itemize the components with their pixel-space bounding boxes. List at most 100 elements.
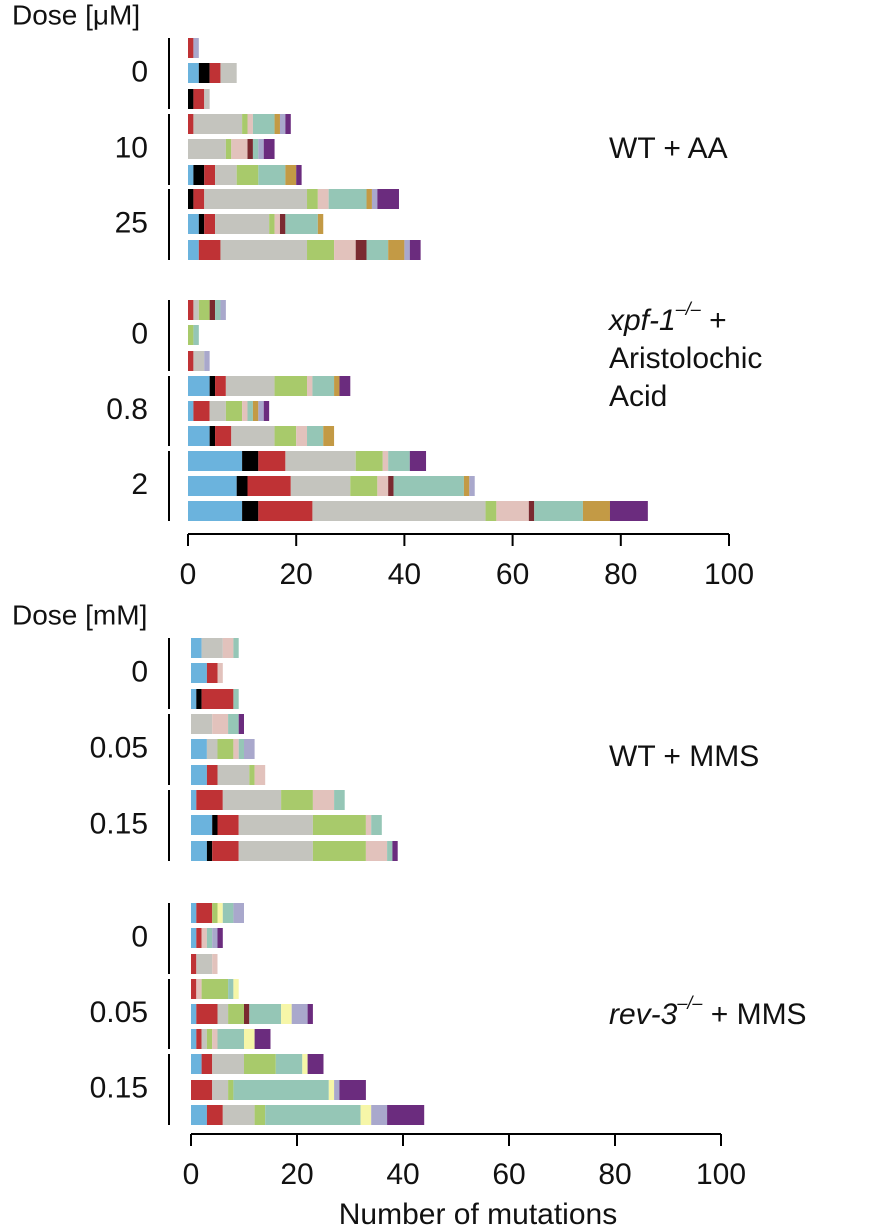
bar-segment <box>191 790 197 810</box>
bar-segment <box>252 139 259 159</box>
bar-segment <box>317 189 329 209</box>
bar-segment <box>242 451 259 471</box>
bar-segment <box>225 401 243 421</box>
bar-segment <box>377 476 389 496</box>
bar-segment <box>350 476 378 496</box>
bar-segment <box>191 1029 197 1049</box>
bar-segment <box>217 663 223 683</box>
bar-segment <box>233 903 244 923</box>
bar-segment <box>485 501 497 521</box>
x-tick-label: 60 <box>492 1158 525 1191</box>
bar-segment <box>217 1029 244 1049</box>
bar-segment <box>222 1105 255 1125</box>
bar-segment <box>244 1029 255 1049</box>
bar-segment <box>206 663 218 683</box>
bar-segment <box>188 114 194 134</box>
bar-segment <box>220 63 237 83</box>
bar-segment <box>388 240 405 260</box>
bar-segment <box>212 928 218 948</box>
bar-segment <box>252 114 275 134</box>
bar-segment <box>312 501 486 521</box>
bar-segment <box>212 841 239 861</box>
bar-segment <box>317 214 324 234</box>
bar-segment <box>274 214 280 234</box>
bar-segment <box>188 38 194 58</box>
bar-segment <box>247 401 253 421</box>
bar-segment <box>228 714 239 734</box>
dose-value-label: 0.15 <box>90 1071 148 1104</box>
bar-segment <box>409 240 421 260</box>
bar-segment <box>463 476 470 496</box>
bar-segment <box>365 841 388 861</box>
panel-label: rev-3–/– + MMS <box>609 993 807 1031</box>
panel-label: WT + MMS <box>609 740 759 773</box>
bar-segment <box>188 325 194 345</box>
bar-segment <box>249 1004 282 1024</box>
bar-segment <box>290 476 351 496</box>
bar-segment <box>409 451 427 471</box>
x-tick-label: 80 <box>604 558 637 591</box>
bar-segment <box>217 1004 229 1024</box>
bar-segment <box>307 1004 313 1024</box>
panel-label: Aristolochic <box>609 342 762 375</box>
x-tick-label: 20 <box>280 558 313 591</box>
bar-segment <box>281 1004 292 1024</box>
bar-segment <box>285 114 291 134</box>
bar-segment <box>371 815 382 835</box>
bar-segment <box>188 189 194 209</box>
bar-segment <box>275 1054 303 1074</box>
bar-segment <box>193 325 199 345</box>
bar-segment <box>242 401 248 421</box>
bar-segment <box>188 376 210 396</box>
bar-segment <box>193 38 199 58</box>
dose-value-label: 0.15 <box>90 807 148 840</box>
bar-segment <box>188 89 194 109</box>
bar-segment <box>258 451 286 471</box>
x-tick-label: 20 <box>280 1158 313 1191</box>
bar-segment <box>188 214 199 234</box>
bar-segment <box>334 1080 340 1100</box>
dose-value-label: 0 <box>131 317 148 350</box>
bar-segment <box>222 790 282 810</box>
bar-segment <box>244 1054 276 1074</box>
bar-segment <box>228 1080 234 1100</box>
bar-segment <box>206 1105 223 1125</box>
bar-segment <box>191 1004 197 1024</box>
bar-segment <box>534 501 583 521</box>
bar-segment <box>206 1029 213 1049</box>
bar-segment <box>279 114 286 134</box>
bar-segment <box>312 376 335 396</box>
bar-segment <box>258 165 286 185</box>
bar-segment <box>220 300 226 320</box>
bar-segment <box>263 401 270 421</box>
bar-segment <box>366 189 372 209</box>
bar-segment <box>265 1105 361 1125</box>
bar-segment <box>307 189 318 209</box>
panel-label: Acid <box>609 380 667 413</box>
bar-segment <box>296 426 308 446</box>
bar-segment <box>258 139 264 159</box>
bar-segment <box>204 165 216 185</box>
bar-segment <box>334 376 340 396</box>
dose-value-label: 0 <box>131 655 148 688</box>
bar-segment <box>193 300 199 320</box>
bar-segment <box>366 240 389 260</box>
bar-segment <box>206 765 218 785</box>
bar-segment <box>258 401 264 421</box>
bar-segment <box>196 790 223 810</box>
bar-segment <box>196 979 202 999</box>
panel-label: xpf-1–/– + <box>607 299 727 337</box>
bar-segment <box>382 451 389 471</box>
bar-segment <box>193 189 205 209</box>
bar-segment <box>191 714 213 734</box>
bar-segment <box>609 501 648 521</box>
bar-segment <box>212 714 229 734</box>
bar-segment <box>228 979 234 999</box>
bar-segment <box>238 815 313 835</box>
bar-segment <box>404 240 410 260</box>
bar-segment <box>291 1004 308 1024</box>
bar-segment <box>188 63 199 83</box>
bar-segment <box>528 501 535 521</box>
bar-segment <box>236 476 248 496</box>
bar-segment <box>212 1029 218 1049</box>
